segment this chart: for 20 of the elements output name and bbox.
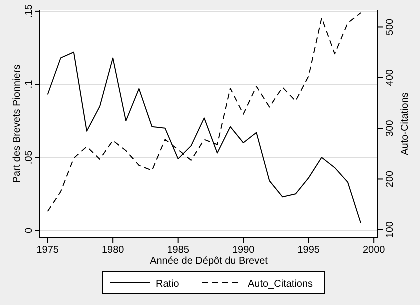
y2-tick-label: 400 [385,69,396,86]
x-tick-label: 1995 [298,245,320,256]
y2-axis-title: Auto-Citations [400,92,411,156]
x-axis-title: Année de Dépôt du Brevet [150,256,268,267]
y-tick-label: .05 [24,150,35,165]
y-tick-label: 0 [24,227,35,234]
y2-tick-label: 300 [385,120,396,137]
y-tick-label: .15 [24,4,35,18]
x-tick-label: 2000 [362,245,386,256]
y2-tick-label: 100 [385,221,396,238]
y-axis-title: Part des Brevets Pionniers [12,64,23,184]
legend-label: Ratio [156,279,180,290]
legend-label: Auto_Citations [248,279,314,290]
x-tick-label: 1990 [232,245,256,256]
y2-tick-label: 500 [385,18,396,36]
y-tick-label: .1 [24,80,35,89]
y2-tick-label: 200 [385,170,396,188]
x-tick-label: 1980 [102,245,125,256]
x-tick-label: 1985 [167,245,190,256]
x-tick-label: 1975 [36,245,60,256]
